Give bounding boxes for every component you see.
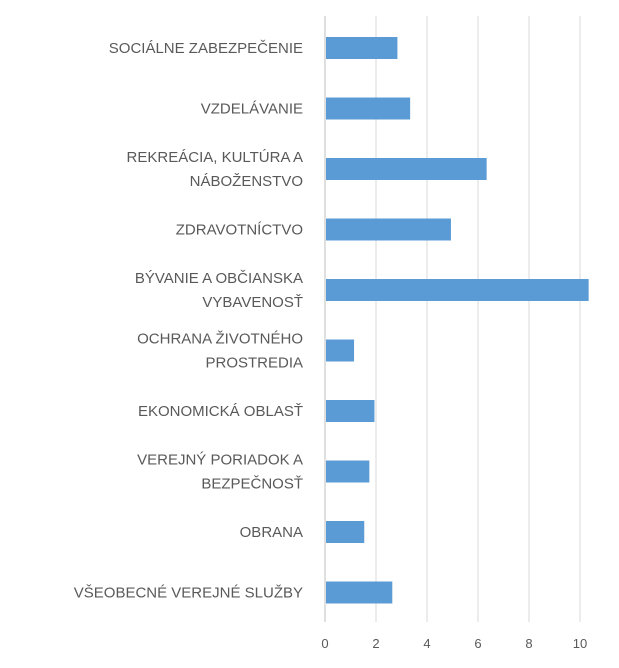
x-tick-label: 0 [321, 636, 328, 651]
category-label: BEZPEČNOSŤ [201, 476, 303, 493]
x-tick-label: 10 [573, 636, 587, 651]
bar [326, 339, 355, 362]
x-tick-label: 2 [372, 636, 379, 651]
category-label: NÁBOŽENSTVO [190, 173, 303, 190]
bar [326, 581, 393, 604]
category-label: REKREÁCIA, KULTÚRA A [127, 149, 303, 166]
category-labels: SOCIÁLNE ZABEZPEČENIE VZDELÁVANIE REKREÁCI… [74, 40, 303, 602]
category-label: SOCIÁLNE ZABEZPEČENIE [109, 40, 303, 57]
x-tick-label: 8 [525, 636, 532, 651]
category-label: EKONOMICKÁ OBLASŤ [138, 403, 303, 420]
category-label: OCHRANA ŽIVOTNÉHO [137, 331, 303, 348]
category-label: VZDELÁVANIE [201, 101, 303, 118]
category-label: PROSTREDIA [205, 355, 303, 372]
x-tick-label: 4 [423, 636, 430, 651]
bar [326, 279, 589, 301]
category-label: VEREJNÝ PORIADOK A [137, 452, 303, 469]
bar [326, 158, 487, 180]
bar [326, 521, 365, 543]
category-label: BÝVANIE A OBČIANSKA [135, 270, 303, 287]
bar [326, 97, 411, 120]
x-tick-labels: 0 2 4 6 8 10 [321, 636, 587, 651]
category-label: ZDRAVOTNÍCTVO [176, 222, 303, 239]
category-label: OBRANA [240, 524, 303, 541]
bar [326, 218, 451, 241]
bars [326, 37, 589, 604]
category-label: VYBAVENOSŤ [202, 294, 303, 311]
bar [326, 37, 398, 59]
bar [326, 400, 375, 422]
x-tick-label: 6 [474, 636, 481, 651]
category-label: VŠEOBECNÉ VEREJNÉ SLUŽBY [74, 585, 303, 602]
bar [326, 460, 370, 483]
